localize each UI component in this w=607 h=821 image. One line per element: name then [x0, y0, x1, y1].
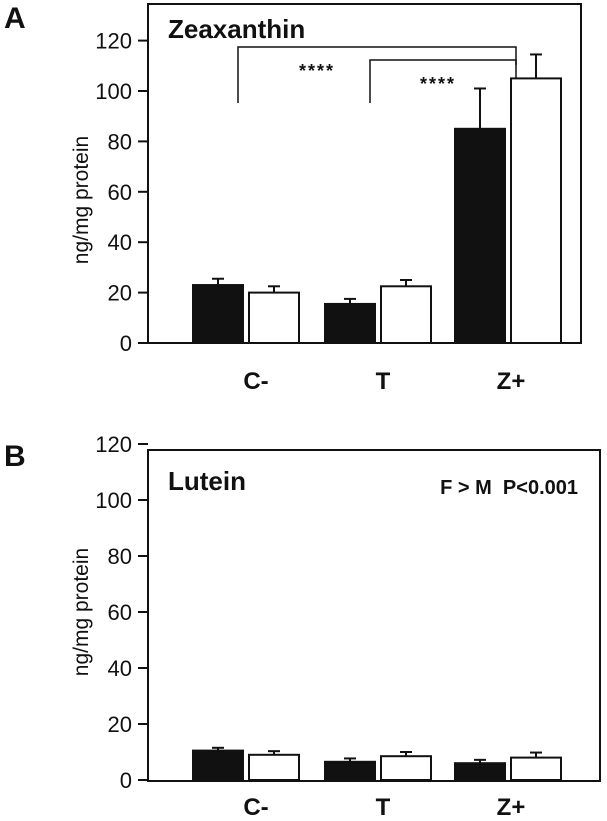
bar-b-Z+-s1	[454, 762, 506, 782]
chart-title-a: Zeaxanthin	[168, 14, 305, 44]
y-ticks-a: 0 20 40 60 80 100 120	[95, 29, 148, 356]
category-label-a-3: Z+	[497, 368, 526, 395]
y-tick-label-b-1: 20	[108, 712, 132, 737]
y-tick-label-b-6: 120	[95, 432, 132, 457]
y-tick-label-a-5: 100	[95, 79, 132, 104]
bar-a-Z+-s1	[454, 127, 506, 344]
y-tick-label-a-3: 60	[108, 180, 132, 205]
category-label-a-2: T	[376, 368, 391, 395]
y-tick-label-a-2: 40	[108, 230, 132, 255]
bar-a-C--s1	[192, 284, 244, 345]
significance-bracket-1	[237, 46, 517, 103]
y-tick-label-b-3: 60	[108, 600, 132, 625]
panel-letter-b: B	[4, 440, 26, 473]
significance-brackets-a: **** ****	[237, 46, 517, 103]
bar-b-T-s1	[324, 760, 376, 781]
bars-b	[192, 749, 562, 782]
significance-label-2: ****	[420, 74, 456, 94]
category-label-b-3: Z+	[497, 794, 526, 821]
error-bars-a	[212, 53, 542, 304]
y-tick-label-b-4: 80	[108, 544, 132, 569]
panel-b: B ng/mg protein Lutein F > M P<0.001 0 20…	[4, 432, 601, 821]
plot-frame-b	[147, 449, 601, 782]
bar-a-C--s2	[248, 291, 300, 345]
bar-a-Z+-s2	[510, 77, 562, 345]
y-tick-label-a-1: 20	[108, 281, 132, 306]
panel-a: A ng/mg protein Zeaxanthin 0 20 40 60 80 100 1…	[4, 2, 582, 395]
bars-a	[192, 77, 562, 345]
category-label-b-2: T	[376, 794, 391, 821]
y-tick-label-a-4: 80	[108, 129, 132, 154]
error-bars-b	[212, 746, 542, 764]
panel-letter-a: A	[4, 2, 26, 35]
y-tick-label-a-0: 0	[120, 331, 132, 356]
y-tick-label-b-2: 40	[108, 656, 132, 681]
bar-a-T-s1	[324, 302, 376, 345]
y-tick-label-a-6: 120	[95, 29, 132, 54]
y-tick-label-b-0: 0	[120, 768, 132, 793]
category-label-a-1: C-	[243, 368, 268, 395]
significance-annotation-b: F > M P<0.001	[440, 477, 578, 499]
significance-label-1: ****	[299, 61, 335, 81]
bar-b-T-s2	[380, 755, 432, 782]
y-tick-label-b-5: 100	[95, 488, 132, 513]
significance-bracket-2	[369, 59, 517, 103]
category-label-b-1: C-	[243, 794, 268, 821]
bar-b-C--s1	[192, 749, 244, 781]
bar-b-Z+-s2	[510, 756, 562, 781]
y-axis-label-a: ng/mg protein	[70, 136, 93, 264]
y-ticks-b: 0 20 40 60 80 100 120	[95, 432, 148, 793]
bar-a-T-s2	[380, 285, 432, 344]
bar-b-C--s2	[248, 753, 300, 781]
chart-title-b: Lutein	[168, 466, 246, 496]
y-axis-label-b: ng/mg protein	[70, 548, 93, 676]
